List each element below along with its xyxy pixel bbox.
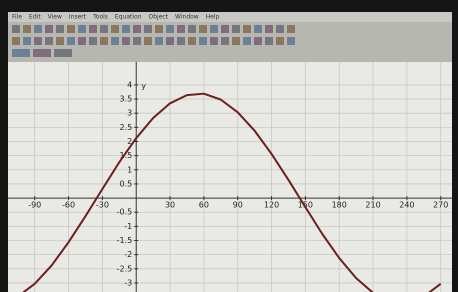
toolbar-icon[interactable]: [54, 49, 72, 57]
body: File Edit View Insert Tools Equation Object Win…: [0, 0, 458, 292]
toolbar-icon[interactable]: [254, 25, 262, 33]
y-tick-label: -2: [124, 250, 132, 259]
toolbar-icon[interactable]: [232, 37, 240, 45]
toolbar-icon[interactable]: [276, 25, 284, 33]
toolbar-icon[interactable]: [155, 37, 163, 45]
toolbar-icon[interactable]: [56, 37, 64, 45]
toolbar-icon[interactable]: [265, 37, 273, 45]
toolbar-icon[interactable]: [232, 25, 240, 33]
x-tick-label: 270: [433, 201, 448, 210]
toolbar-icon[interactable]: [177, 37, 185, 45]
toolbar-icon[interactable]: [67, 37, 75, 45]
toolbar-icon[interactable]: [199, 25, 207, 33]
toolbar-icon[interactable]: [34, 25, 42, 33]
x-tick-label: 60: [199, 201, 209, 210]
toolbar-icon[interactable]: [276, 37, 284, 45]
y-tick-label: 4: [127, 80, 132, 89]
toolbar-icon[interactable]: [89, 37, 97, 45]
toolbar-icon[interactable]: [78, 25, 86, 33]
toolbar-icon[interactable]: [89, 25, 97, 33]
toolbar-icon[interactable]: [221, 37, 229, 45]
toolbar-icon[interactable]: [100, 37, 108, 45]
toolbar-icon[interactable]: [199, 37, 207, 45]
toolbar-icon[interactable]: [166, 25, 174, 33]
screen: File Edit View Insert Tools Equation Object Win…: [0, 0, 458, 292]
toolbar-icon[interactable]: [122, 25, 130, 33]
toolbar-icon[interactable]: [67, 25, 75, 33]
menu-item[interactable]: Object: [149, 14, 169, 21]
menu-item[interactable]: Insert: [69, 14, 87, 21]
y-tick-label: -2.5: [117, 264, 133, 273]
y-tick-label: 3.5: [119, 95, 132, 104]
toolbar-icon[interactable]: [33, 49, 51, 57]
y-tick-label: 2.5: [119, 123, 132, 132]
x-tick-label: 120: [264, 201, 279, 210]
toolbar-icon[interactable]: [100, 25, 108, 33]
toolbar-icon[interactable]: [210, 37, 218, 45]
toolbar-icon[interactable]: [210, 25, 218, 33]
toolbar-icon[interactable]: [111, 37, 119, 45]
toolbar-icon[interactable]: [144, 37, 152, 45]
menu-item[interactable]: View: [48, 14, 62, 21]
toolbar-icon[interactable]: [144, 25, 152, 33]
x-tick-label: -90: [28, 201, 41, 210]
toolbar-icon[interactable]: [133, 37, 141, 45]
toolbar-icon[interactable]: [45, 25, 53, 33]
y-tick-label: -1: [124, 222, 132, 231]
menu-item[interactable]: Edit: [29, 14, 41, 21]
toolbar-icon[interactable]: [122, 37, 130, 45]
toolbar-icon[interactable]: [111, 25, 119, 33]
y-axis-label: y: [141, 82, 146, 91]
graph-canvas: [8, 62, 452, 292]
toolbar-icon[interactable]: [177, 25, 185, 33]
y-tick-label: 1: [127, 165, 132, 174]
toolbar-icon[interactable]: [34, 37, 42, 45]
menu-item[interactable]: Window: [175, 14, 199, 21]
x-tick-label: -30: [96, 201, 109, 210]
x-tick-label: 30: [165, 201, 175, 210]
y-tick-label: -0.5: [117, 208, 133, 217]
toolbar-icon[interactable]: [254, 37, 262, 45]
toolbar-icon[interactable]: [12, 37, 20, 45]
menu-item[interactable]: Help: [206, 14, 220, 21]
toolbar-icon[interactable]: [221, 25, 229, 33]
page: {"menu": ["File", "Edit", "View", "Inser…: [0, 0, 458, 292]
toolbar-icon[interactable]: [243, 37, 251, 45]
x-tick-label: 180: [332, 201, 347, 210]
y-tick-label: -3: [124, 278, 132, 287]
toolbar-icon[interactable]: [166, 37, 174, 45]
toolbar-icon[interactable]: [56, 25, 64, 33]
toolbar-icon[interactable]: [133, 25, 141, 33]
toolbar-icon[interactable]: [188, 25, 196, 33]
toolbar-icon[interactable]: [12, 49, 30, 57]
toolbar-icon[interactable]: [23, 37, 31, 45]
toolbar-icon[interactable]: [287, 37, 295, 45]
toolbar-icon[interactable]: [265, 25, 273, 33]
x-tick-label: 90: [233, 201, 243, 210]
y-tick-label: 0.5: [119, 179, 132, 188]
x-tick-label: -60: [62, 201, 75, 210]
toolbar-icon[interactable]: [78, 37, 86, 45]
toolbar-icon[interactable]: [45, 37, 53, 45]
toolbar-icon[interactable]: [243, 25, 251, 33]
menu-item[interactable]: Equation: [115, 14, 142, 21]
toolbar-icon[interactable]: [12, 25, 20, 33]
menu-item[interactable]: File: [12, 14, 22, 21]
toolbar-icon[interactable]: [23, 25, 31, 33]
y-tick-label: -1.5: [117, 236, 133, 245]
toolbar-icon[interactable]: [287, 25, 295, 33]
x-tick-label: 240: [399, 201, 414, 210]
toolbar-icon[interactable]: [188, 37, 196, 45]
menu-item[interactable]: Tools: [92, 14, 108, 21]
y-tick-label: 3: [127, 109, 132, 118]
x-tick-label: 210: [365, 201, 380, 210]
toolbar-icon[interactable]: [155, 25, 163, 33]
